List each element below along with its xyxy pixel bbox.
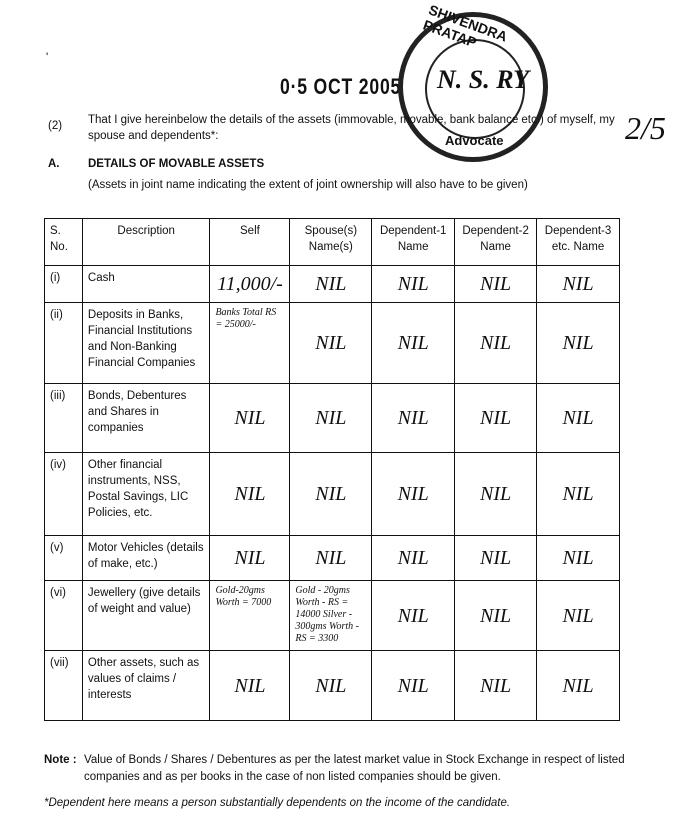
value-dependent-3: NIL bbox=[536, 650, 620, 721]
value-dependent-3: NIL bbox=[536, 452, 620, 536]
value-dependent-1: NIL bbox=[371, 383, 456, 453]
row-number: (ii) bbox=[44, 302, 83, 384]
header-dependent-3: Dependent-3 etc. Name bbox=[536, 218, 620, 266]
value-self: Gold-20gms Worth = 7000 bbox=[209, 580, 291, 651]
advocate-seal: SHIVENDRA PRATAP N. S. RY Advocate bbox=[398, 1, 548, 162]
value-dependent-1: NIL bbox=[371, 302, 456, 384]
value-dependent-3: NIL bbox=[536, 580, 620, 651]
row-number: (v) bbox=[44, 535, 83, 581]
table-row: (iv) Other financial instruments, NSS, P… bbox=[44, 452, 620, 536]
value-dependent-1: NIL bbox=[371, 580, 456, 651]
header-sno: S. No. bbox=[44, 218, 83, 266]
value-dependent-2: NIL bbox=[454, 302, 538, 384]
row-description: Other assets, such as values of claims /… bbox=[81, 650, 211, 721]
table-row: (vi) Jewellery (give details of weight a… bbox=[44, 580, 620, 651]
row-description: Motor Vehicles (details of make, etc.) bbox=[81, 535, 211, 581]
date-stamp: 0·5 OCT 2005 bbox=[280, 74, 402, 99]
para-text: That I give hereinbelow the details of t… bbox=[88, 114, 615, 142]
value-spouse: NIL bbox=[289, 452, 373, 536]
value-self: 11,000/- bbox=[209, 265, 291, 303]
value-dependent-3: NIL bbox=[536, 383, 620, 453]
value-dependent-1: NIL bbox=[371, 535, 456, 581]
value-dependent-2: NIL bbox=[454, 650, 538, 721]
value-dependent-3: NIL bbox=[536, 302, 620, 384]
value-self: Banks Total RS = 25000/- bbox=[209, 302, 291, 384]
row-description: Other financial instruments, NSS, Postal… bbox=[81, 452, 211, 536]
table-row: (i) Cash 11,000/- NIL NIL NIL NIL bbox=[44, 265, 620, 303]
value-dependent-2: NIL bbox=[454, 452, 538, 536]
value-dependent-1: NIL bbox=[371, 650, 456, 721]
page-number: 2/5 bbox=[625, 110, 666, 146]
table-row: (ii) Deposits in Banks, Financial Instit… bbox=[44, 302, 620, 384]
value-self: NIL bbox=[209, 452, 291, 536]
value-spouse: NIL bbox=[289, 650, 373, 721]
section-subtitle: (Assets in joint name indicating the ext… bbox=[88, 179, 528, 191]
value-spouse: NIL bbox=[289, 535, 373, 581]
value-dependent-3: NIL bbox=[536, 265, 620, 303]
value-dependent-2: NIL bbox=[454, 535, 538, 581]
row-number: (i) bbox=[44, 265, 83, 303]
value-self: NIL bbox=[209, 383, 291, 453]
row-number: (iii) bbox=[44, 383, 83, 453]
value-dependent-2: NIL bbox=[454, 265, 538, 303]
para-number: (2) bbox=[48, 120, 63, 132]
row-number: (vi) bbox=[44, 580, 83, 651]
signature: N. S. RY bbox=[437, 65, 529, 94]
value-dependent-1: NIL bbox=[371, 265, 456, 303]
row-description: Jewellery (give details of weight and va… bbox=[81, 580, 211, 651]
header-description: Description bbox=[81, 218, 211, 266]
section-letter: A. bbox=[48, 158, 60, 170]
value-dependent-1: NIL bbox=[371, 452, 456, 536]
row-number: (vii) bbox=[44, 650, 83, 721]
header-dependent-1: Dependent-1 Name bbox=[371, 218, 456, 266]
table-row: (v) Motor Vehicles (details of make, etc… bbox=[44, 535, 620, 581]
header-dependent-2: Dependent-2 Name bbox=[454, 218, 538, 266]
header-self: Self bbox=[209, 218, 291, 266]
note: Note : Value of Bonds / Shares / Debentu… bbox=[44, 752, 634, 786]
row-description: Bonds, Debentures and Shares in companie… bbox=[81, 383, 211, 453]
value-dependent-3: NIL bbox=[536, 535, 620, 581]
value-self: NIL bbox=[209, 650, 291, 721]
movable-assets-table: S. No. Description Self Spouse(s) Name(s… bbox=[44, 218, 620, 721]
table-row: (iii) Bonds, Debentures and Shares in co… bbox=[44, 383, 620, 453]
header-spouse: Spouse(s) Name(s) bbox=[289, 218, 373, 266]
table-header-row: S. No. Description Self Spouse(s) Name(s… bbox=[44, 218, 620, 266]
margin-mark: ' bbox=[46, 52, 49, 64]
note-text: Value of Bonds / Shares / Debentures as … bbox=[84, 754, 625, 783]
value-spouse: NIL bbox=[289, 302, 373, 384]
note-label: Note : bbox=[44, 754, 77, 766]
value-dependent-2: NIL bbox=[454, 580, 538, 651]
value-spouse: Gold - 20gms Worth - RS = 14000 Silver -… bbox=[289, 580, 373, 651]
value-spouse: NIL bbox=[289, 383, 373, 453]
row-description: Deposits in Banks, Financial Institution… bbox=[81, 302, 211, 384]
row-description: Cash bbox=[81, 265, 211, 303]
value-spouse: NIL bbox=[289, 265, 373, 303]
value-dependent-2: NIL bbox=[454, 383, 538, 453]
value-self: NIL bbox=[209, 535, 291, 581]
row-number: (iv) bbox=[44, 452, 83, 536]
footnote: *Dependent here means a person substanti… bbox=[44, 797, 511, 809]
seal-title: Advocate bbox=[445, 133, 504, 148]
table-row: (vii) Other assets, such as values of cl… bbox=[44, 650, 620, 721]
section-title: DETAILS OF MOVABLE ASSETS bbox=[88, 158, 265, 170]
